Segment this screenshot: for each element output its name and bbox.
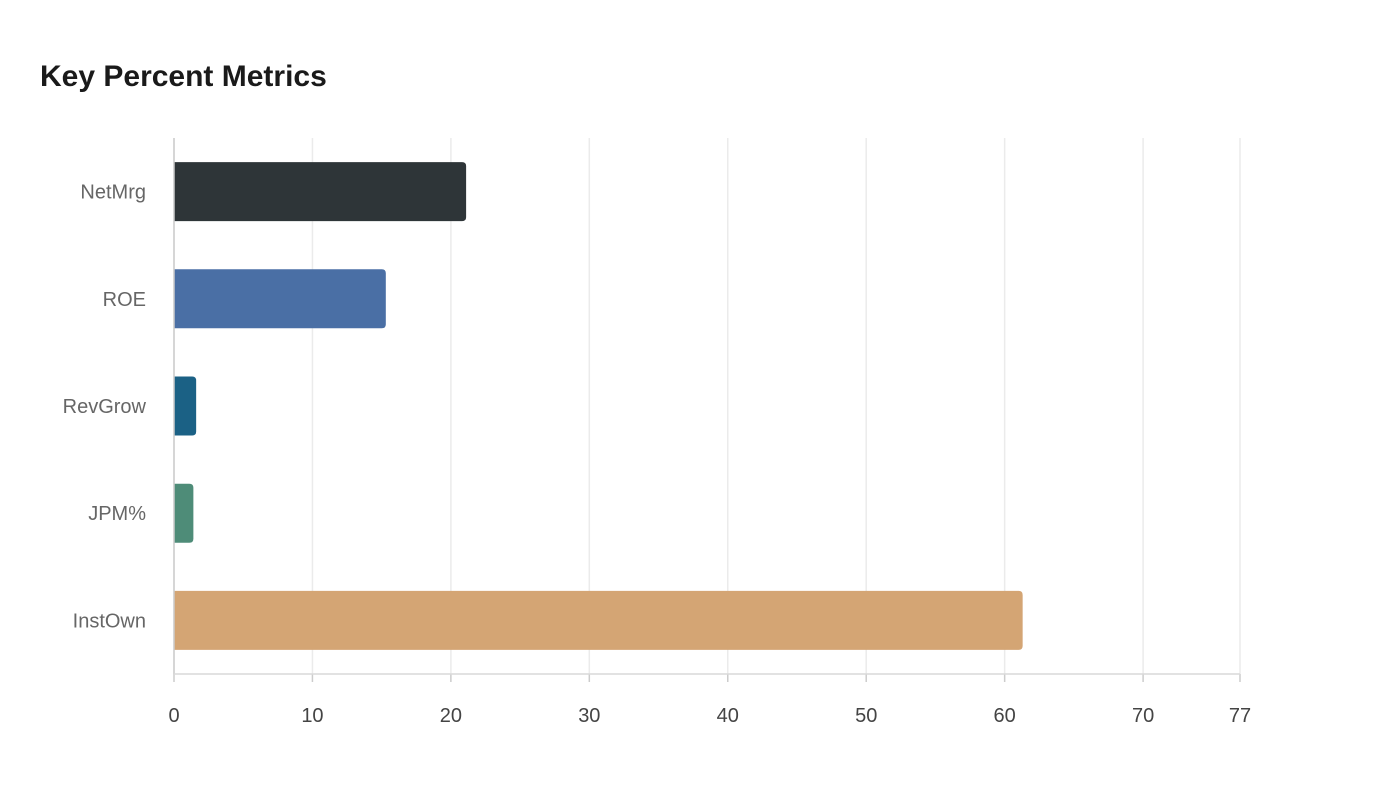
bar-revgrow [174, 376, 197, 436]
x-tick-label: 50 [855, 705, 877, 727]
x-tick-label: 60 [994, 705, 1016, 727]
x-tick-label: 20 [440, 705, 462, 727]
bar-jpm [174, 483, 194, 543]
x-tick-label: 70 [1132, 705, 1154, 727]
bar-netmrg [174, 162, 467, 222]
axes [173, 138, 1241, 682]
chart-title: Key Percent Metrics [40, 60, 327, 93]
x-tick-label: 40 [717, 705, 739, 727]
x-tick-label: 0 [168, 705, 179, 727]
category-label: RevGrow [63, 396, 147, 418]
category-label: InstOwn [73, 610, 146, 632]
bar-roe [174, 269, 386, 329]
labels: 0 10 20 30 40 50 60 70 77 NetMrg ROE RevGrow JPM% Ins… [63, 182, 1251, 727]
bar-instown [174, 590, 1023, 650]
x-tick-label: 30 [578, 705, 600, 727]
category-label: NetMrg [80, 182, 146, 204]
category-label: ROE [103, 289, 146, 311]
x-tick-label: 10 [301, 705, 323, 727]
bars [174, 162, 1023, 650]
x-tick-label: 77 [1229, 705, 1251, 727]
category-label: JPM% [88, 503, 146, 525]
